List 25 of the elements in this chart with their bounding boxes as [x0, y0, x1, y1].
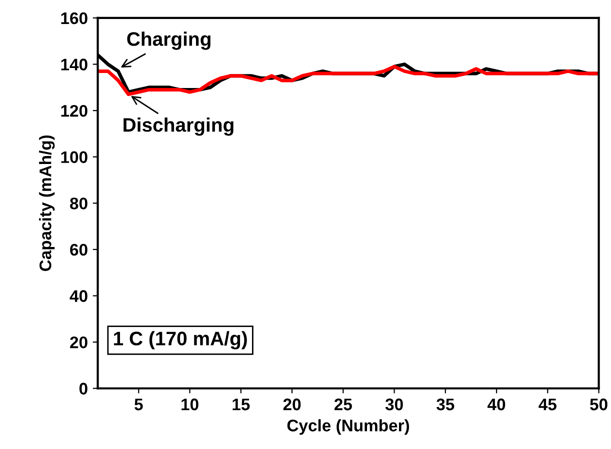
x-tick-label: 15 [232, 398, 250, 410]
y-axis-title: Capacity (mAh/g) [39, 135, 55, 272]
y-tick-label: 100 [61, 151, 88, 164]
y-tick-label: 0 [79, 382, 88, 395]
x-tick-label: 10 [182, 398, 198, 410]
annotation: Charging [127, 32, 210, 50]
line-series [98, 64, 599, 96]
y-tick-label: 160 [61, 12, 88, 24]
x-tick-label: 5 [134, 398, 143, 410]
x-tick-label: 50 [590, 398, 608, 410]
x-tick-label: 45 [538, 398, 556, 410]
x-tick-label: 30 [385, 398, 403, 410]
y-tick-label: 120 [61, 104, 88, 117]
x-tick-label: 20 [283, 398, 301, 410]
y-tick-label: 20 [70, 336, 88, 348]
annotation: 1 C (170 mA/g) [114, 331, 247, 350]
x-tick-label: 25 [334, 398, 352, 410]
y-tick-label: 80 [70, 198, 88, 210]
x-tick-label: 35 [436, 398, 454, 410]
y-tick-label: 60 [70, 244, 88, 256]
y-tick-label: 140 [61, 58, 88, 70]
x-axis-title: Cycle (Number) [287, 419, 410, 435]
y-tick-label: 40 [70, 290, 88, 302]
x-tick-label: 40 [488, 398, 506, 410]
annotation: Discharging [124, 118, 234, 136]
